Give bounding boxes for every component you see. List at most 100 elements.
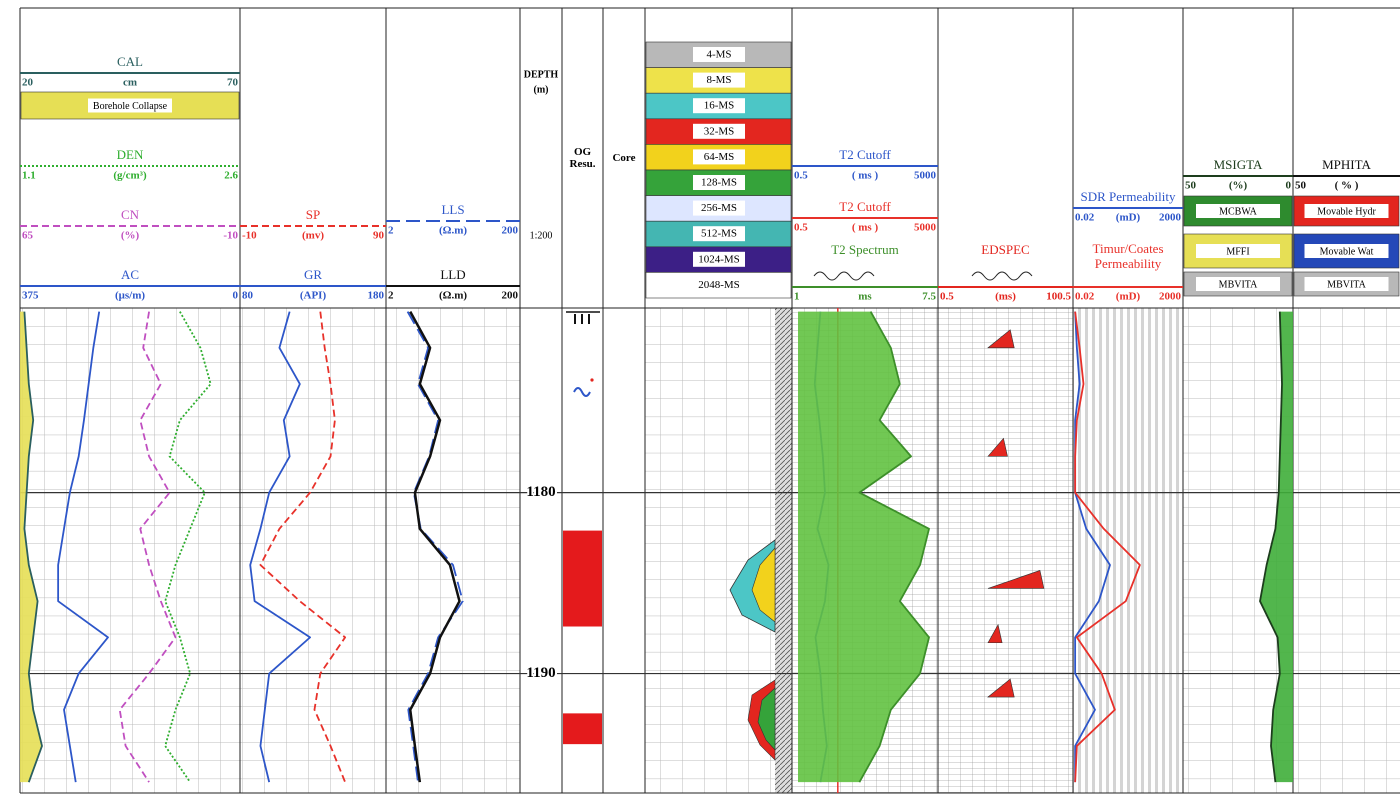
legend-label-bg [88, 98, 172, 113]
curve-name: AC [120, 266, 140, 282]
lithology-label: 4-MS [706, 49, 731, 61]
scale-unit: (%) [121, 230, 140, 242]
curve-name: SDR Permeability [1080, 188, 1176, 204]
curve-name-box: T2 Cutoff [839, 147, 890, 161]
curve-name: MPHITA [1322, 156, 1371, 172]
scale-unit: (mD) [1116, 212, 1141, 224]
curve [57, 311, 109, 783]
curve-name-box: MSIGTA [1213, 156, 1263, 172]
scale-left: 0.5 [794, 170, 808, 182]
core-title-box: Core [612, 151, 636, 164]
scale-right: 5000 [914, 170, 937, 182]
curve-name: CN [120, 206, 140, 222]
core-title: Core [612, 151, 636, 164]
curve [406, 311, 464, 783]
scale-left: -10 [242, 230, 257, 242]
lithology-label-bg [693, 200, 745, 216]
scale-left: 80 [242, 290, 254, 302]
lithology-label-bg [693, 277, 745, 293]
curve-name-box: Timur/Coates Permeability [1092, 242, 1163, 271]
scale-unit: ( % ) [1335, 180, 1359, 192]
lithology-label: 64-MS [704, 151, 735, 163]
lithology-label: 32-MS [704, 125, 735, 137]
lithology-label-bg [693, 149, 745, 165]
curve-name: LLD [440, 266, 466, 282]
scale-right: 0 [233, 290, 239, 302]
curve-name: T2 Spectrum [831, 241, 899, 257]
curve [23, 311, 43, 783]
lithology-label-bg [693, 98, 745, 114]
scale-left: 20 [22, 77, 34, 89]
scale-left: 50 [1295, 180, 1307, 192]
scale-unit: (mD) [1116, 291, 1141, 303]
scale-unit: (API) [300, 290, 327, 302]
curve [249, 311, 311, 783]
legend-label: MBVITA [1219, 279, 1258, 290]
curve [408, 311, 461, 783]
legend-label-bg [1196, 244, 1280, 258]
scale-right: 5000 [914, 222, 937, 234]
spectrum-peak [987, 678, 1015, 698]
spectrum-peak [987, 329, 1015, 349]
spectrum-peak [987, 437, 1008, 457]
curve-name-box: DEN [116, 146, 144, 162]
scale-left: 2 [388, 225, 394, 237]
scale-right: 200 [502, 225, 519, 237]
lithology-label-bg [693, 47, 745, 62]
og-interval [563, 530, 602, 627]
scale-unit: (μs/m) [115, 290, 145, 302]
curve-name: DEN [116, 146, 144, 162]
scale-left: 0.02 [1075, 212, 1095, 224]
curve-name-box: CN [120, 206, 140, 222]
scale-left: 0.02 [1075, 291, 1095, 303]
curve-name-box: T2 Cutoff [839, 199, 890, 213]
scale-right: 100.5 [1046, 291, 1071, 303]
curve-name-box: T2 Spectrum [831, 241, 899, 257]
curve-name-box: SDR Permeability [1080, 188, 1176, 204]
scale-left: 65 [22, 230, 34, 242]
scale-unit: ( ms ) [852, 222, 879, 234]
lithology-label-bg [693, 123, 745, 139]
scale-right: 2.6 [224, 170, 238, 182]
lithology-label: 128-MS [701, 177, 737, 189]
lithology-label: 16-MS [704, 100, 735, 112]
curve-name-box: EDSPEC [981, 241, 1030, 257]
lithology-swatch [645, 67, 792, 94]
legend-label-bg [1304, 244, 1389, 258]
og-interval [563, 713, 602, 745]
curve-name: MSIGTA [1213, 156, 1263, 172]
scale-unit: (Ω.m) [439, 225, 467, 237]
scale-right: 2000 [1159, 212, 1182, 224]
scale-left: 50 [1185, 180, 1197, 192]
scale-left: 2 [388, 290, 394, 302]
scale-right: 70 [227, 77, 239, 89]
lithology-label: 1024-MS [698, 253, 740, 265]
legend-label: MBVITA [1327, 279, 1366, 290]
curve-fill [1260, 311, 1293, 783]
curve-name: EDSPEC [981, 241, 1030, 257]
scale-unit: ( ms ) [852, 170, 879, 182]
track-backgrounds [20, 308, 1400, 793]
scale-right: 90 [373, 230, 385, 242]
curve-name: GR [303, 266, 323, 282]
scale-unit: ms [858, 291, 872, 303]
curve [1074, 311, 1141, 783]
og-title: OG Resu. [569, 145, 596, 170]
lithology-label: 2048-MS [698, 279, 740, 291]
lithology-label-bg [693, 251, 745, 267]
scale-right: 200 [502, 290, 519, 302]
curve-name-box: LLD [440, 266, 466, 282]
scale-left: 0.5 [794, 222, 808, 234]
curve [259, 311, 347, 783]
legend-label-bg [1196, 204, 1280, 218]
curve-name: CAL [117, 53, 143, 69]
curve [164, 311, 212, 783]
og-title-box: OG Resu. [569, 145, 596, 170]
curve [1259, 311, 1283, 783]
legend-label: MCBWA [1219, 206, 1258, 217]
lithology-label: 8-MS [706, 74, 731, 86]
curve [1074, 311, 1111, 783]
depth-title: DEPTH [524, 69, 559, 80]
curve-name: LLS [441, 201, 465, 217]
lithology-label: 256-MS [701, 202, 737, 214]
